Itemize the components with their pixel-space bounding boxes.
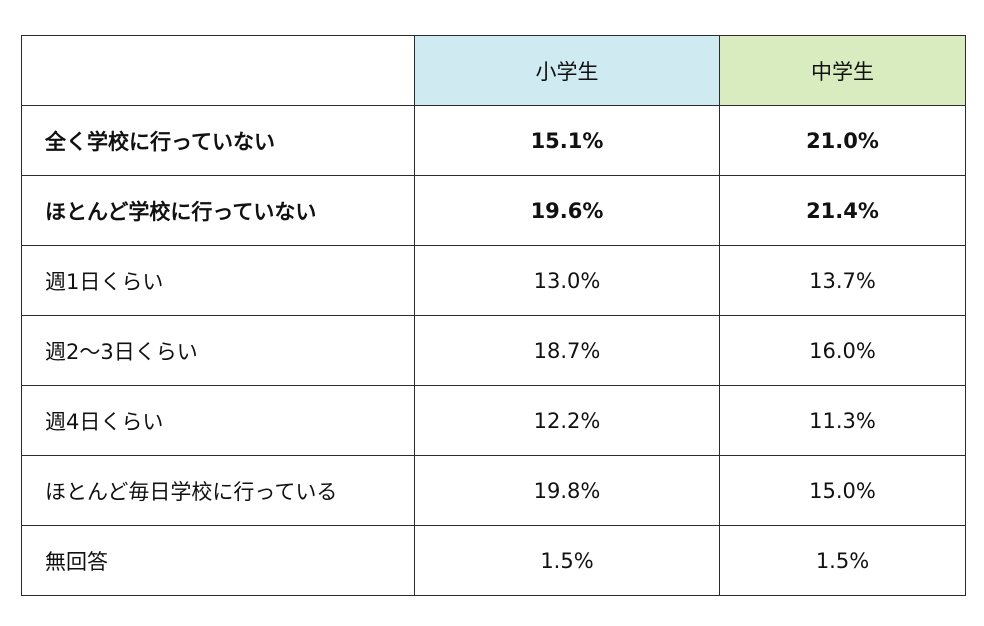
elementary-value: 19.8% <box>414 455 720 526</box>
elementary-value: 13.0% <box>414 245 720 316</box>
table-row: 週2〜3日くらい 18.7% 16.0% <box>21 315 966 386</box>
elementary-value: 1.5% <box>414 525 720 596</box>
table-row: ほとんど学校に行っていない 19.6% 21.4% <box>21 175 966 246</box>
middle-school-value: 16.0% <box>719 315 966 386</box>
table-row: ほとんど毎日学校に行っている 19.8% 15.0% <box>21 455 966 526</box>
table-header-row: 小学生 中学生 <box>21 35 966 106</box>
elementary-value: 18.7% <box>414 315 720 386</box>
header-middle-school: 中学生 <box>719 35 966 106</box>
middle-school-value: 21.4% <box>719 175 966 246</box>
middle-school-value: 13.7% <box>719 245 966 316</box>
table-row: 週1日くらい 13.0% 13.7% <box>21 245 966 316</box>
middle-school-value: 1.5% <box>719 525 966 596</box>
row-label: 週4日くらい <box>21 385 415 456</box>
table-row: 週4日くらい 12.2% 11.3% <box>21 385 966 456</box>
row-label: 全く学校に行っていない <box>21 105 415 176</box>
row-label: 無回答 <box>21 525 415 596</box>
elementary-value: 15.1% <box>414 105 720 176</box>
header-elementary: 小学生 <box>414 35 720 106</box>
middle-school-value: 21.0% <box>719 105 966 176</box>
row-label: 週1日くらい <box>21 245 415 316</box>
table-row: 無回答 1.5% 1.5% <box>21 525 966 596</box>
middle-school-value: 15.0% <box>719 455 966 526</box>
row-label: ほとんど毎日学校に行っている <box>21 455 415 526</box>
attendance-table: 小学生 中学生 全く学校に行っていない 15.1% 21.0% ほとんど学校に行… <box>21 35 966 596</box>
table-row: 全く学校に行っていない 15.1% 21.0% <box>21 105 966 176</box>
row-label: ほとんど学校に行っていない <box>21 175 415 246</box>
elementary-value: 19.6% <box>414 175 720 246</box>
row-label: 週2〜3日くらい <box>21 315 415 386</box>
header-corner-cell <box>21 35 415 106</box>
middle-school-value: 11.3% <box>719 385 966 456</box>
elementary-value: 12.2% <box>414 385 720 456</box>
